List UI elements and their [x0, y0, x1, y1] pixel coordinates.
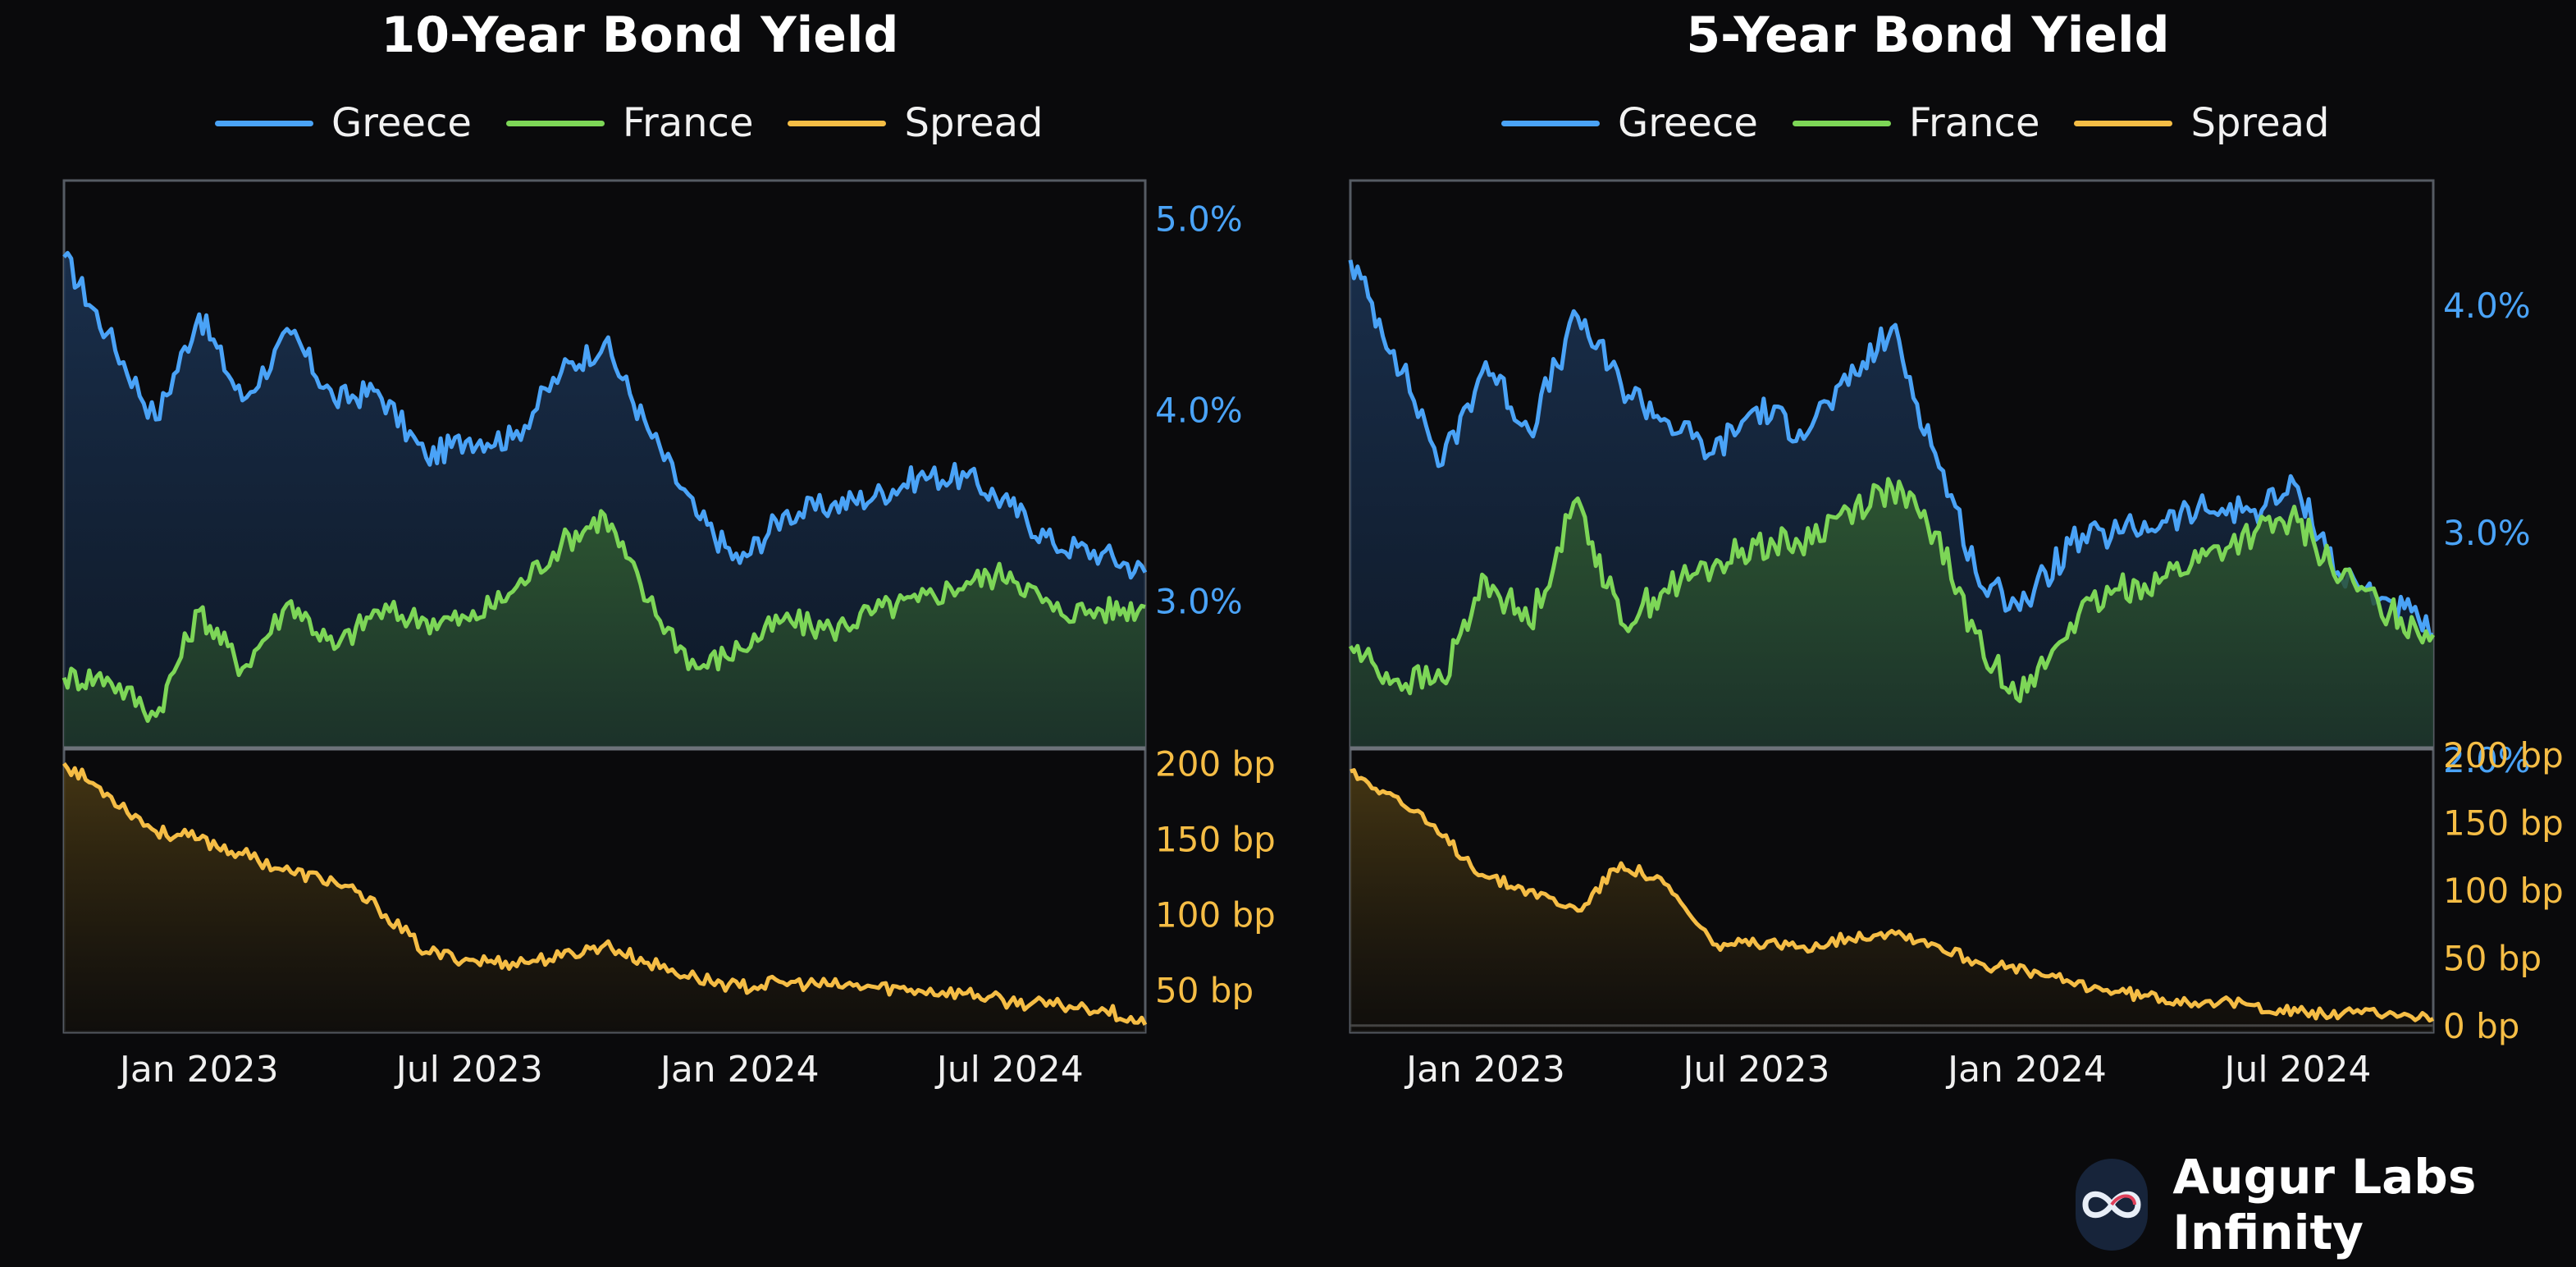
yield-tick-label: 5.0%: [1155, 199, 1243, 240]
legend-label-france: France: [622, 100, 754, 146]
legend-item-france: France: [1792, 100, 2040, 146]
spread-tick-label: 150 bp: [2443, 803, 2564, 844]
series-line-greece: [1348, 259, 2434, 638]
series-area-france: [64, 510, 1145, 748]
x-tick-label: Jul 2024: [934, 1049, 1084, 1091]
yield-tick-label: 4.0%: [2443, 286, 2531, 326]
series-area-spread: [64, 763, 1145, 1032]
spread-tick-label: 100 bp: [1155, 894, 1276, 935]
series-line-spread: [62, 762, 1148, 1026]
legend-label-spread: Spread: [904, 100, 1044, 146]
legend-swatch-spread: [2074, 120, 2173, 126]
series-area-france: [1350, 478, 2433, 748]
x-tick-label: Jan 2023: [1404, 1049, 1565, 1091]
yield-tick-label: 3.0%: [2443, 513, 2531, 553]
legend-label-spread: Spread: [2190, 100, 2330, 146]
infinity-logo-icon: [2076, 1159, 2149, 1251]
legend-5y: Greece France Spread: [1501, 98, 2364, 148]
legend-swatch-greece: [215, 120, 313, 126]
legend-item-spread: Spread: [2074, 100, 2330, 146]
chart-title-10y: 10-Year Bond Yield: [381, 7, 899, 64]
x-tick-label: Jan 2024: [1945, 1049, 2107, 1091]
x-tick-label: Jan 2024: [658, 1049, 820, 1091]
spread-tick-label: 200 bp: [1155, 743, 1276, 784]
chart-title-5y: 5-Year Bond Yield: [1686, 7, 2170, 64]
legend-label-greece: Greece: [1618, 100, 1758, 146]
spread-tick-label: 150 bp: [1155, 819, 1276, 859]
series-line-france: [1348, 477, 2436, 703]
x-tick-label: Jul 2023: [394, 1049, 543, 1091]
yield-tick-label: 3.0%: [1155, 582, 1243, 622]
brand-name: Augur Labs Infinity: [2172, 1149, 2477, 1260]
legend-swatch-spread: [788, 120, 887, 126]
spread-tick-label: 0 bp: [2443, 1006, 2519, 1046]
yield-tick-label: 2.0%: [2443, 740, 2531, 780]
legend-item-spread: Spread: [788, 100, 1044, 146]
legend-item-france: France: [505, 100, 754, 146]
legend-swatch-france: [1792, 120, 1891, 126]
yield-tick-label: 4.0%: [1155, 391, 1243, 431]
spread-tick-label: 100 bp: [2443, 871, 2564, 911]
legend-swatch-greece: [1501, 120, 1600, 126]
x-tick-label: Jan 2023: [117, 1049, 279, 1091]
spread-tick-label: 200 bp: [2443, 735, 2564, 775]
spread-tick-label: 50 bp: [2443, 938, 2542, 978]
series-line-greece: [62, 250, 1148, 580]
series-line-spread: [1350, 768, 2435, 1023]
legend-item-greece: Greece: [1501, 100, 1758, 146]
brand: Augur Labs Infinity: [2076, 1149, 2576, 1260]
legend-item-greece: Greece: [215, 100, 472, 146]
legend-label-greece: Greece: [331, 100, 472, 146]
series-line-france: [62, 509, 1146, 723]
spread-tick-label: 50 bp: [1155, 970, 1254, 1010]
series-area-spread: [1350, 770, 2433, 1032]
legend-swatch-france: [505, 120, 605, 126]
x-tick-label: Jul 2023: [1680, 1049, 1829, 1091]
legend-10y: Greece France Spread: [215, 98, 1078, 148]
x-tick-label: Jul 2024: [2222, 1049, 2371, 1091]
legend-label-france: France: [1908, 100, 2040, 146]
